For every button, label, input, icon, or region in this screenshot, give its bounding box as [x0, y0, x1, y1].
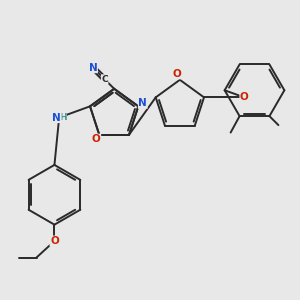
Text: N: N [52, 112, 61, 123]
Text: C: C [101, 75, 108, 84]
Text: N: N [89, 63, 98, 73]
Text: O: O [92, 134, 100, 144]
Text: O: O [172, 69, 181, 79]
Text: O: O [240, 92, 249, 102]
Text: N: N [138, 98, 147, 108]
Text: O: O [50, 236, 59, 246]
Text: H: H [59, 113, 67, 122]
